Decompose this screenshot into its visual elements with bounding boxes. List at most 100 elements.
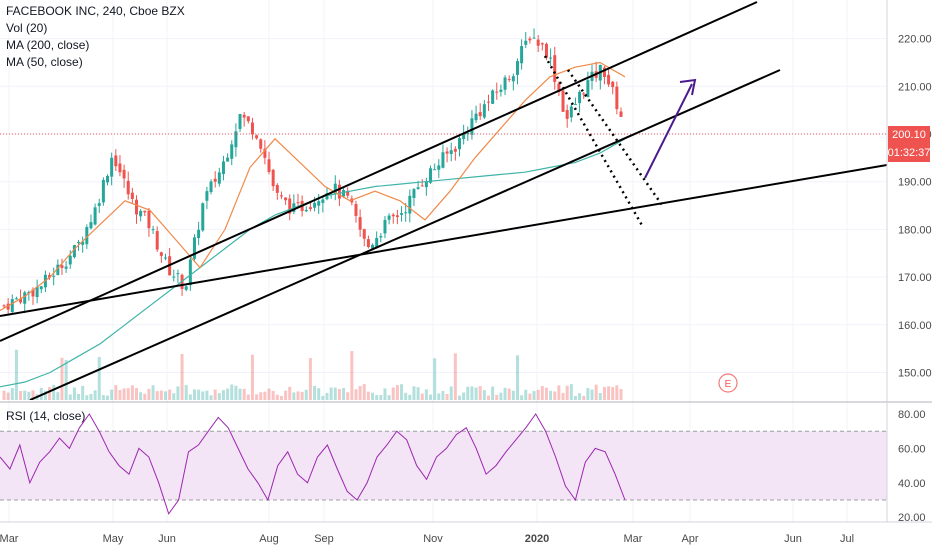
price-axis[interactable]: 220.00210.00200.00190.00180.00170.00160.… bbox=[898, 34, 932, 380]
candle-body bbox=[238, 114, 242, 129]
volume-bar bbox=[553, 391, 557, 400]
candle-body bbox=[482, 104, 486, 118]
volume-bar bbox=[205, 390, 209, 400]
candle-body bbox=[524, 40, 528, 45]
volume-bar bbox=[77, 393, 81, 400]
volume-bar bbox=[491, 386, 495, 400]
volume-bar bbox=[296, 391, 300, 400]
volume-bar bbox=[602, 386, 606, 400]
volume-bar bbox=[234, 385, 238, 400]
volume-bar bbox=[412, 386, 416, 400]
rsi-band bbox=[0, 430, 887, 501]
channel-lower-trendline[interactable] bbox=[29, 69, 781, 400]
volume-bar bbox=[549, 390, 553, 400]
volume-bar bbox=[524, 389, 528, 400]
ma50-legend[interactable]: MA (50, close) bbox=[6, 55, 83, 69]
candle-body bbox=[553, 55, 557, 82]
candle-body bbox=[491, 90, 495, 104]
symbol-legend[interactable]: FACEBOOK INC, 240, Cboe BZX bbox=[6, 4, 185, 18]
candle-body bbox=[230, 144, 234, 159]
volume-bar bbox=[540, 386, 544, 400]
candle-body bbox=[48, 275, 52, 278]
candle-body bbox=[586, 80, 590, 97]
long-support-trendline[interactable] bbox=[0, 164, 887, 317]
candle-body bbox=[209, 181, 213, 192]
candle-body bbox=[259, 139, 263, 149]
candle-body bbox=[213, 178, 217, 182]
candle-body bbox=[375, 237, 379, 248]
earnings-badge[interactable]: E bbox=[718, 373, 738, 393]
candle-body bbox=[155, 231, 159, 250]
volume-legend[interactable]: Vol (20) bbox=[6, 21, 48, 35]
candle-body bbox=[31, 289, 35, 297]
volume-bar bbox=[611, 387, 615, 400]
candle-body bbox=[478, 112, 482, 117]
candle-body bbox=[466, 132, 470, 135]
rsi-line bbox=[0, 413, 626, 515]
volume-bar bbox=[578, 393, 582, 400]
volume-bar bbox=[449, 386, 453, 400]
volume-bar bbox=[263, 391, 267, 400]
candle-body bbox=[52, 275, 56, 277]
volume-bar bbox=[106, 395, 110, 400]
volume-bar bbox=[213, 389, 217, 400]
volume-bar bbox=[275, 394, 279, 400]
candle-body bbox=[296, 202, 300, 204]
candle-body bbox=[362, 229, 366, 239]
volume-bar bbox=[474, 387, 478, 400]
volume-bar bbox=[333, 387, 337, 400]
candle-body bbox=[97, 203, 101, 206]
volume-bar bbox=[615, 385, 619, 400]
volume-bar bbox=[209, 395, 213, 400]
candle-body bbox=[255, 135, 259, 139]
rsi-axis-label: 80.00 bbox=[898, 409, 926, 421]
volume-bar bbox=[172, 393, 176, 400]
volume-bar bbox=[259, 392, 263, 400]
candle-body bbox=[23, 292, 27, 304]
time-axis[interactable]: Mar May Jun Aug Sep Nov 2020 Mar Apr Jun Jul bbox=[0, 533, 854, 545]
candle-body bbox=[284, 197, 288, 201]
candle-body bbox=[507, 78, 511, 80]
price-axis-label: 180.00 bbox=[898, 224, 932, 236]
volume-bar bbox=[31, 390, 35, 400]
volume-bar bbox=[466, 386, 470, 400]
candle-body bbox=[429, 168, 433, 183]
volume-bar bbox=[346, 392, 350, 400]
time-axis-label: Aug bbox=[259, 533, 279, 545]
candle-body bbox=[607, 74, 611, 85]
volume-bar bbox=[155, 391, 159, 400]
candle-body bbox=[110, 157, 114, 177]
candle-body bbox=[549, 57, 553, 59]
channel-upper-trendline[interactable] bbox=[0, 1, 758, 342]
ma200-legend[interactable]: MA (200, close) bbox=[6, 38, 90, 52]
volume-bar bbox=[180, 353, 184, 400]
volume-bar bbox=[64, 359, 68, 400]
volume-bar bbox=[511, 390, 515, 400]
candle-body bbox=[263, 148, 267, 158]
time-axis-label: Jun bbox=[784, 533, 802, 545]
volume-bar bbox=[391, 387, 395, 400]
rsi-axis[interactable]: 80.00 60.00 40.00 20.00 bbox=[898, 409, 926, 524]
projection-arrow[interactable] bbox=[644, 83, 693, 179]
dotted-projection-1[interactable] bbox=[543, 55, 645, 228]
trendline-drawings[interactable] bbox=[0, 1, 887, 400]
candle-body bbox=[205, 191, 209, 201]
rsi-legend[interactable]: RSI (14, close) bbox=[6, 409, 86, 423]
candle-body bbox=[412, 189, 416, 198]
volume-bar bbox=[188, 394, 192, 400]
time-axis-label: Mar bbox=[0, 533, 19, 545]
volume-bar bbox=[532, 390, 536, 400]
volume-bar bbox=[221, 390, 225, 400]
volume-bar bbox=[110, 389, 114, 400]
volume-bar bbox=[122, 388, 126, 400]
volume-bar bbox=[197, 389, 201, 400]
volume-bar bbox=[147, 388, 151, 400]
candle-body bbox=[271, 169, 275, 187]
volume-bar bbox=[420, 393, 424, 400]
volume-bar bbox=[81, 385, 85, 400]
candle-body bbox=[288, 198, 292, 214]
candle-body bbox=[416, 187, 420, 189]
dotted-projection-2[interactable] bbox=[566, 69, 664, 206]
last-price-tag: 200.10 01:32:37 bbox=[888, 126, 930, 162]
